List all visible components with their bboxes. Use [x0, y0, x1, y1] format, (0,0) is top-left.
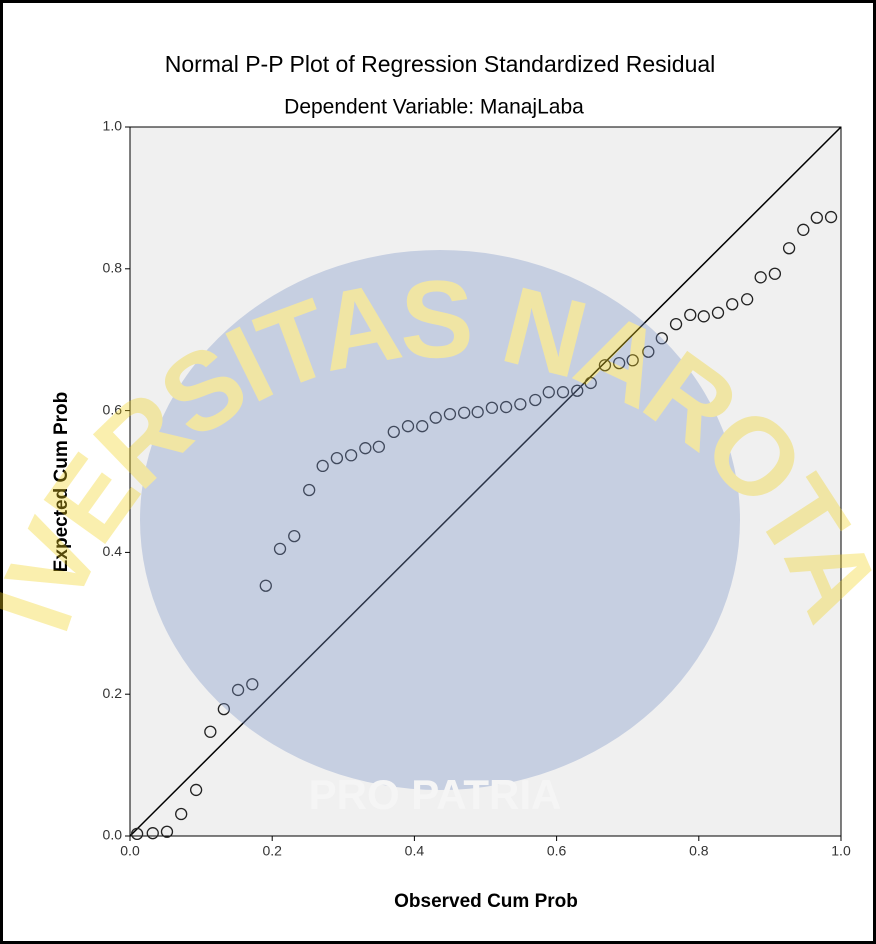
chart: Normal P-P Plot of Regression Standardiz… [0, 0, 876, 944]
x-tick-label: 0.2 [262, 843, 282, 859]
chart-title: Normal P-P Plot of Regression Standardiz… [165, 51, 716, 77]
x-axis-label: Observed Cum Prob [394, 891, 578, 912]
watermark-motto: PRO PATRIA [309, 771, 562, 818]
y-tick-label: 0.8 [103, 260, 123, 276]
x-tick-label: 0.0 [120, 843, 140, 859]
y-tick-label: 0.0 [103, 827, 123, 843]
x-tick-label: 1.0 [831, 843, 851, 859]
x-tick-label: 0.6 [547, 843, 567, 859]
x-tick-label: 0.4 [405, 843, 425, 859]
y-tick-label: 1.0 [103, 118, 123, 134]
y-tick-label: 0.2 [103, 685, 123, 701]
chart-subtitle: Dependent Variable: ManajLaba [284, 96, 584, 119]
x-tick-label: 0.8 [689, 843, 709, 859]
